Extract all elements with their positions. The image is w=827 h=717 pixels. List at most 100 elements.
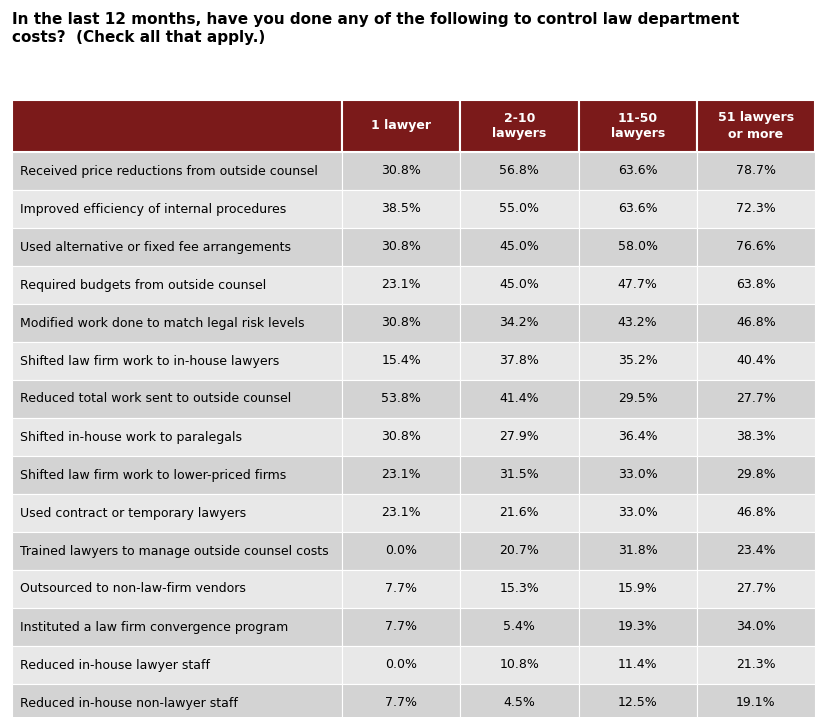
Bar [342,190,461,228]
Text: 23.4%: 23.4% [736,544,776,558]
Bar [342,684,461,717]
Bar [697,380,815,418]
Bar [697,646,815,684]
Text: 10.8%: 10.8% [500,658,539,672]
Bar [461,380,579,418]
Text: 0.0%: 0.0% [385,658,417,672]
Bar [579,494,697,532]
Bar [461,100,579,152]
Text: 31.5%: 31.5% [500,468,539,482]
Text: 30.8%: 30.8% [381,240,421,254]
Bar [461,228,579,266]
Text: 0.0%: 0.0% [385,544,417,558]
Text: 21.6%: 21.6% [500,506,539,520]
Text: 7.7%: 7.7% [385,582,417,596]
Bar [461,456,579,494]
Bar [342,100,461,152]
Text: 34.2%: 34.2% [500,316,539,330]
Bar [342,228,461,266]
Text: Modified work done to match legal risk levels: Modified work done to match legal risk l… [20,316,304,330]
Text: Used contract or temporary lawyers: Used contract or temporary lawyers [20,506,246,520]
Bar [579,228,697,266]
Bar [12,342,342,380]
Bar [697,570,815,608]
Text: Outsourced to non-law-firm vendors: Outsourced to non-law-firm vendors [20,582,246,596]
Bar [697,456,815,494]
Bar [697,228,815,266]
Text: 78.7%: 78.7% [736,164,776,178]
Text: 37.8%: 37.8% [500,354,539,368]
Text: 11-50
lawyers: 11-50 lawyers [610,112,665,141]
Bar [12,266,342,304]
Bar [12,532,342,570]
Text: Reduced in-house lawyer staff: Reduced in-house lawyer staff [20,658,210,672]
Text: 40.4%: 40.4% [736,354,776,368]
Bar [12,100,342,152]
Text: 72.3%: 72.3% [736,202,776,216]
Text: 4.5%: 4.5% [504,696,535,710]
Text: 31.8%: 31.8% [618,544,657,558]
Bar [342,266,461,304]
Text: 46.8%: 46.8% [736,506,776,520]
Bar [12,418,342,456]
Bar [342,456,461,494]
Bar [342,532,461,570]
Text: Instituted a law firm convergence program: Instituted a law firm convergence progra… [20,620,289,634]
Text: 23.1%: 23.1% [381,468,421,482]
Text: 45.0%: 45.0% [500,240,539,254]
Text: 30.8%: 30.8% [381,316,421,330]
Bar [342,380,461,418]
Bar [461,684,579,717]
Text: 45.0%: 45.0% [500,278,539,292]
Text: 38.5%: 38.5% [381,202,421,216]
Text: 2-10
lawyers: 2-10 lawyers [492,112,547,141]
Text: 63.6%: 63.6% [618,164,657,178]
Text: 15.9%: 15.9% [618,582,657,596]
Bar [579,342,697,380]
Bar [697,266,815,304]
Bar [697,342,815,380]
Text: 58.0%: 58.0% [618,240,657,254]
Bar [342,494,461,532]
Text: Reduced total work sent to outside counsel: Reduced total work sent to outside couns… [20,392,291,406]
Text: Shifted in-house work to paralegals: Shifted in-house work to paralegals [20,430,242,444]
Text: 21.3%: 21.3% [736,658,776,672]
Bar [12,304,342,342]
Text: 63.6%: 63.6% [618,202,657,216]
Text: 33.0%: 33.0% [618,506,657,520]
Bar [697,152,815,190]
Text: 47.7%: 47.7% [618,278,657,292]
Text: 76.6%: 76.6% [736,240,776,254]
Text: 29.5%: 29.5% [618,392,657,406]
Text: 15.4%: 15.4% [381,354,421,368]
Bar [697,100,815,152]
Text: In the last 12 months, have you done any of the following to control law departm: In the last 12 months, have you done any… [12,12,739,27]
Bar [461,304,579,342]
Text: 27.7%: 27.7% [736,582,776,596]
Text: 7.7%: 7.7% [385,620,417,634]
Text: 19.1%: 19.1% [736,696,776,710]
Text: 29.8%: 29.8% [736,468,776,482]
Bar [461,494,579,532]
Bar [579,608,697,646]
Text: 30.8%: 30.8% [381,164,421,178]
Text: 41.4%: 41.4% [500,392,539,406]
Bar [12,228,342,266]
Bar [12,570,342,608]
Text: 35.2%: 35.2% [618,354,657,368]
Text: costs?  (Check all that apply.): costs? (Check all that apply.) [12,30,265,45]
Text: 15.3%: 15.3% [500,582,539,596]
Text: Reduced in-house non-lawyer staff: Reduced in-house non-lawyer staff [20,696,238,710]
Text: 56.8%: 56.8% [500,164,539,178]
Bar [12,684,342,717]
Text: Required budgets from outside counsel: Required budgets from outside counsel [20,278,266,292]
Text: Received price reductions from outside counsel: Received price reductions from outside c… [20,164,318,178]
Bar [12,646,342,684]
Bar [12,190,342,228]
Bar [342,418,461,456]
Text: 53.8%: 53.8% [381,392,421,406]
Text: Trained lawyers to manage outside counsel costs: Trained lawyers to manage outside counse… [20,544,328,558]
Bar [697,532,815,570]
Bar [579,266,697,304]
Text: 38.3%: 38.3% [736,430,776,444]
